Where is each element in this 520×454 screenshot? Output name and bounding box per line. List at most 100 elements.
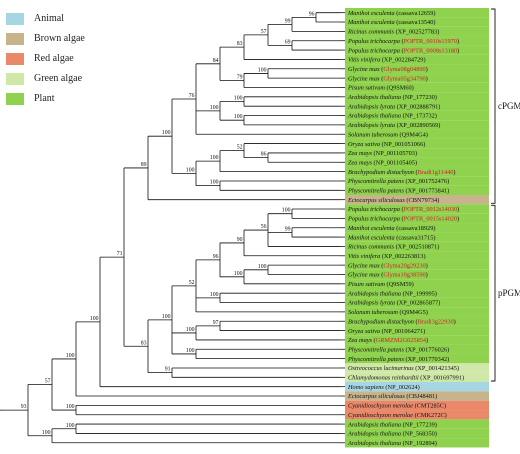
leaf-species: Physcomitrella patens [347, 188, 404, 195]
leaf-band [345, 148, 489, 158]
leaf-paren: ( [395, 122, 399, 129]
leaf-gene-id: CMK272C [417, 412, 445, 419]
leaf-species: Ricinus communis [347, 29, 395, 36]
bootstrap-value: 100 [258, 264, 267, 270]
leaf-label: Arabidopsis lyrata (XP_002865877) [347, 300, 440, 307]
leaf-label: Ricinus communis (XP_002510871) [347, 244, 439, 251]
leaf-band [345, 157, 489, 167]
leaf-paren: ( [395, 225, 399, 232]
leaf-band [345, 101, 489, 111]
leaf-paren: ) [426, 75, 428, 82]
bootstrap-value: 100 [210, 180, 219, 186]
leaf-paren: ) [435, 94, 437, 101]
leaf-paren: ( [372, 150, 376, 157]
leaf-label: Ectocarpus siliculosus (CBN79734) [347, 197, 439, 204]
leaf-gene-id: POPTR_0008s13180 [404, 47, 458, 54]
leaf-paren: ) [418, 384, 420, 391]
bootstrap-value: 100 [90, 316, 99, 322]
bootstrap-value: 99 [285, 18, 291, 24]
leaf-species: Glycine max [348, 75, 380, 82]
leaf-gene-id: XP_002263813 [384, 253, 424, 260]
leaf-paren: ) [423, 328, 425, 335]
leaf-gene-id: XP_002527783 [398, 29, 438, 36]
leaf-label: Manihot esculenta (cassava12659) [347, 10, 435, 17]
bootstrap-value: 100 [162, 130, 171, 136]
leaf-label: Arabidopsis thaliana (NP_173732) [347, 113, 437, 120]
group-bracket [491, 204, 496, 382]
leaf-gene-id: NP_001064271 [384, 328, 424, 335]
leaf-paren: ) [423, 141, 425, 148]
leaf-label: Vitis vinifera (XP_002284729) [348, 57, 426, 64]
legend-item: Red algae [6, 52, 206, 66]
leaf-gene-id: cassava12659 [398, 10, 433, 17]
bootstrap-value: 89 [141, 162, 147, 168]
leaf-gene-id: XP_002890569 [399, 122, 439, 129]
leaf-paren: ) [426, 262, 428, 269]
leaf-band [345, 129, 489, 139]
bootstrap-value: 96 [213, 254, 219, 260]
leaf-paren: ) [437, 29, 439, 36]
leaf-band [345, 64, 489, 74]
leaf-label: Arabidopsis thaliana (NP_199995) [347, 290, 437, 297]
bootstrap-value: 97 [213, 320, 219, 326]
leaf-paren: ) [435, 393, 437, 400]
leaf-species: Manihot esculenta [347, 10, 395, 17]
leaf-label: Populus trichocarpa (POPTR_0008s13180) [347, 47, 459, 54]
leaf-species: Physcomitrella patens [347, 178, 404, 185]
leaf-band [345, 307, 489, 317]
leaf-species: Manihot esculenta [347, 225, 395, 232]
leaf-label: Vitis vinifera (XP_002263813) [348, 253, 426, 260]
leaf-label: Pisum sativum (Q9SM60) [347, 85, 414, 92]
leaf-band [345, 279, 489, 289]
leaf-species: Physcomitrella patens [347, 356, 404, 363]
leaf-gene-id: CBN79734 [409, 197, 439, 204]
bootstrap-value: 100 [210, 105, 219, 111]
leaf-paren: ) [435, 421, 437, 428]
leaf-species: Solanum tuberosum [348, 309, 398, 316]
leaf-band [345, 428, 489, 439]
legend-label: Brown algae [34, 33, 85, 44]
leaf-label: Pisum sativum (Q9SM59) [347, 281, 414, 288]
group-label: cPGMs [498, 101, 520, 111]
leaf-paren: ( [401, 421, 405, 428]
leaf-gene-id: POPTR_0012s14030 [404, 206, 458, 213]
leaf-band [345, 353, 489, 364]
leaf-paren: ) [433, 234, 435, 241]
leaf-species: Arabidopsis thaliana [347, 440, 401, 447]
leaf-paren: ) [433, 225, 435, 232]
leaf-paren: ( [413, 412, 417, 419]
leaf-gene-id: NP_568350 [405, 431, 435, 438]
leaf-paren: ) [426, 131, 428, 138]
leaf-label: Brachypodium distachyon (Bradi1g11440) [348, 169, 456, 176]
bootstrap-value: 100 [282, 208, 291, 214]
leaf-paren: ) [435, 113, 437, 120]
leaf-paren: ( [404, 346, 408, 353]
leaf-species: Brachypodium distachyon [348, 318, 414, 325]
bootstrap-value: 96 [309, 11, 315, 17]
leaf-gene-id: NP_001105405 [376, 159, 415, 166]
leaf-species: Pisum sativum [347, 281, 385, 288]
bootstrap-value: 56 [261, 224, 267, 230]
bootstrap-value: 100 [258, 67, 267, 73]
leaf-band [345, 36, 489, 46]
leaf-label: Zea mays (GRMZM2G025854) [348, 337, 428, 344]
leaf-band [345, 391, 489, 401]
leaf-paren: ( [413, 403, 417, 410]
leaf-label: Arabidopsis thaliana (NP_192894) [347, 440, 437, 447]
leaf-paren: ( [400, 216, 404, 223]
leaf-band [345, 297, 489, 308]
leaf-gene-id: XP_001697991 [422, 375, 462, 382]
leaf-species: Cyanidioschyzon merolae [348, 403, 413, 410]
leaf-band [345, 419, 489, 429]
leaf-species: Arabidopsis thaliana [347, 290, 401, 297]
leaf-label: Brachypodium distachyon (Bradi3g22930) [348, 318, 456, 325]
legend-item: Plant [6, 92, 206, 106]
bootstrap-value: 57 [45, 379, 51, 385]
leaf-gene-id: XP_001773841 [408, 188, 448, 195]
leaf-paren: ) [445, 412, 447, 419]
leaf-paren: ) [444, 403, 446, 410]
leaf-band [345, 110, 489, 121]
leaf-band [345, 73, 489, 83]
bootstrap-value: 71 [117, 251, 123, 257]
leaf-label: Homo sapiens (NP_002624) [347, 384, 420, 391]
